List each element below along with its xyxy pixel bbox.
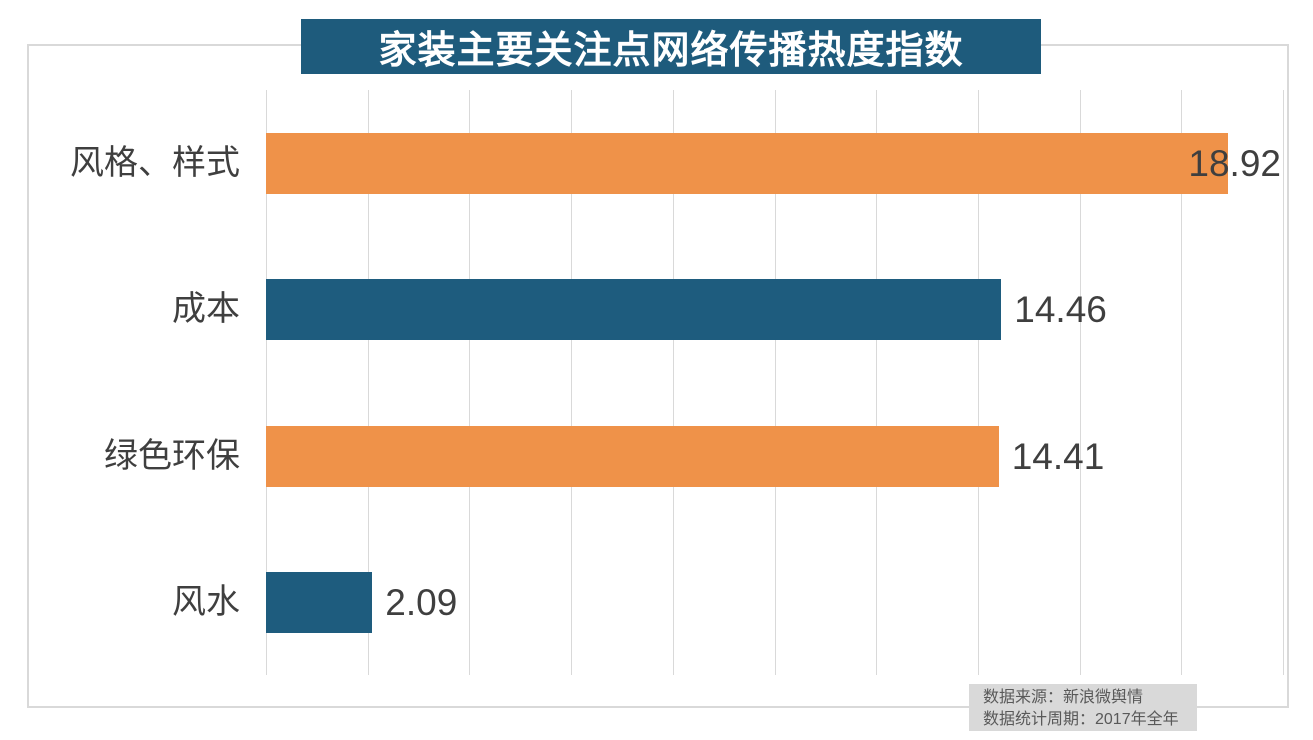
- gridline-x-6: [571, 90, 573, 675]
- gridline-x-4: [469, 90, 471, 675]
- bar-0[interactable]: [266, 133, 1229, 194]
- value-label-3: 2.09: [385, 581, 458, 623]
- bar-row: 18.92: [266, 90, 1283, 236]
- source-line-2: 数据统计周期：2017年全年: [983, 711, 1179, 728]
- plot-area: 18.92 14.46 14.41 2.09: [266, 90, 1284, 675]
- bar-row: 14.46: [266, 236, 1283, 382]
- gridline-x-16: [1079, 90, 1081, 675]
- gridline-x-8: [672, 90, 674, 675]
- value-label-1: 14.46: [1014, 289, 1107, 331]
- source-note: 数据来源：新浪微舆情 数据统计周期：2017年全年: [969, 684, 1197, 731]
- category-label-2: 绿色环保: [104, 436, 240, 475]
- gridline-x-18: [1181, 90, 1183, 675]
- bar-row: 2.09: [266, 529, 1283, 675]
- gridline-x-14: [977, 90, 979, 675]
- value-label-0: 18.92: [1188, 143, 1281, 184]
- category-label-3: 风水: [172, 582, 240, 621]
- chart-title-text: 家装主要关注点网络传播热度指数: [378, 30, 964, 72]
- value-label-2: 14.41: [1011, 435, 1105, 477]
- category-label-0: 风格、样式: [70, 144, 240, 182]
- source-line-1: 数据来源：新浪微舆情: [983, 689, 1144, 706]
- gridline-x-2: [367, 90, 369, 675]
- bar-1[interactable]: [266, 279, 1002, 341]
- bar-3[interactable]: [266, 571, 373, 633]
- category-label-1: 成本: [172, 290, 240, 329]
- gridline-x-0: [266, 90, 267, 675]
- bar-2[interactable]: [266, 425, 999, 487]
- gridline-x-10: [774, 90, 776, 675]
- gridline-x-12: [876, 90, 878, 675]
- chart-title: 家装主要关注点网络传播热度指数: [301, 19, 1041, 74]
- gridline-x-20: [1283, 90, 1284, 675]
- bar-row: 14.41: [266, 383, 1283, 529]
